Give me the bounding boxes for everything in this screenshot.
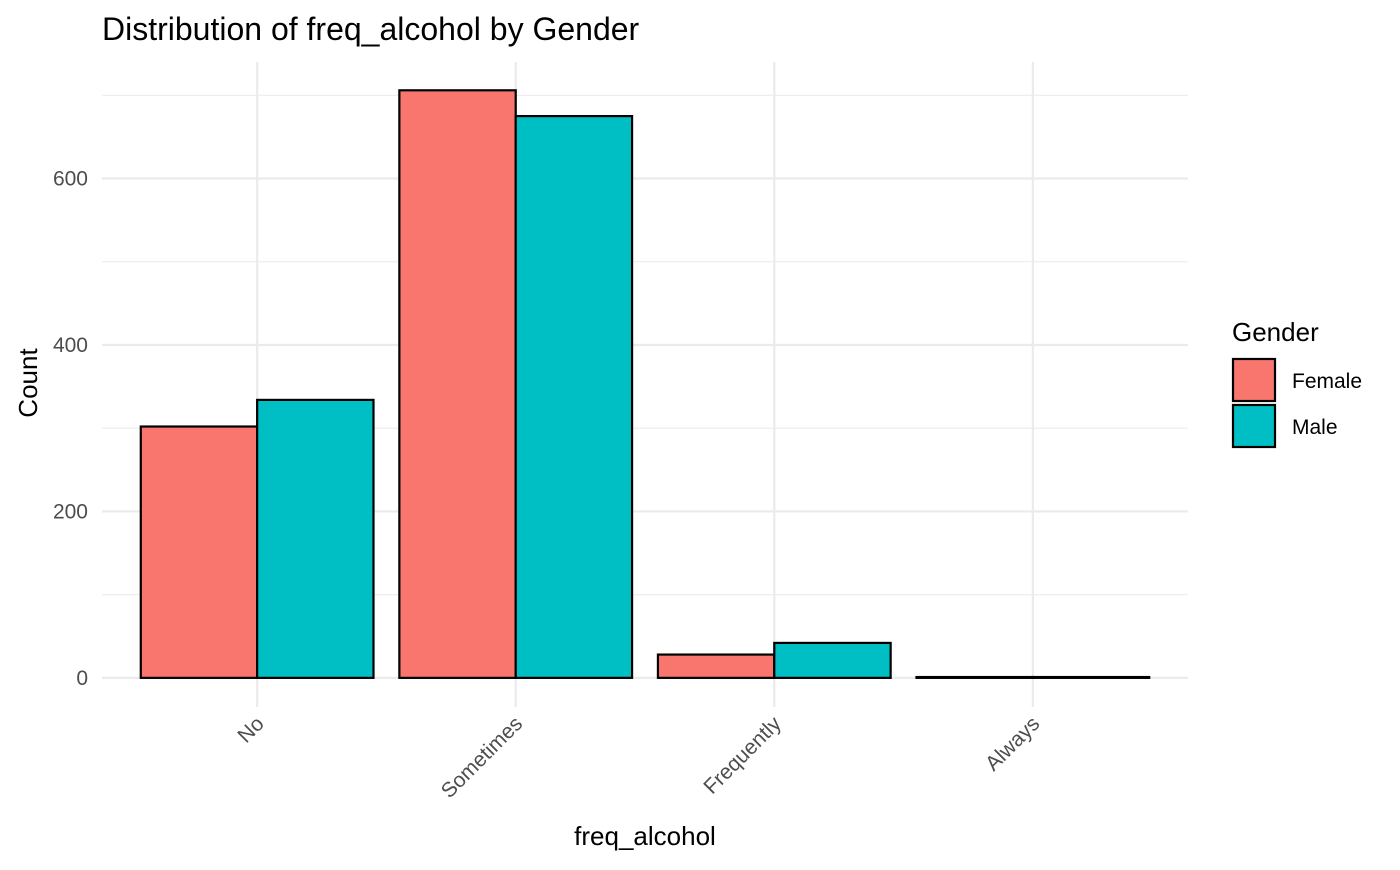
y-tick-label: 0: [76, 667, 88, 690]
x-axis-title: freq_alcohol: [574, 821, 716, 851]
bar-female-no: [139, 425, 259, 679]
bar-female-frequently: [656, 653, 776, 679]
x-tick-labels: No Sometimes Frequently Always: [233, 712, 1044, 803]
y-axis-title: Count: [13, 348, 43, 418]
legend-items: Female Male: [1231, 357, 1362, 449]
chart-title: Distribution of freq_alcohol by Gender: [102, 11, 640, 47]
bar-male-always: [1031, 675, 1151, 679]
y-tick-label: 200: [53, 500, 88, 523]
x-tick-label: No: [233, 712, 268, 747]
bar-female-always: [915, 675, 1034, 679]
legend-title: Gender: [1232, 317, 1319, 347]
y-tick-label: 400: [53, 334, 88, 357]
bar-male-sometimes: [514, 114, 634, 679]
x-tick-label: Frequently: [699, 712, 786, 799]
x-tick-label: Sometimes: [437, 712, 528, 803]
legend-key-male: [1231, 403, 1277, 449]
legend-label-female: Female: [1292, 370, 1362, 393]
legend-key-female: [1231, 357, 1277, 403]
y-tick-labels: 0 200 400 600: [53, 168, 88, 690]
bar-male-no: [256, 398, 375, 679]
legend: Gender Female Male: [1231, 317, 1362, 449]
bar-female-sometimes: [398, 89, 517, 679]
y-tick-label: 600: [53, 168, 88, 191]
bar-male-frequently: [773, 641, 892, 679]
x-tick-label: Always: [981, 712, 1044, 775]
bars: [139, 89, 1151, 679]
legend-label-male: Male: [1292, 416, 1338, 439]
